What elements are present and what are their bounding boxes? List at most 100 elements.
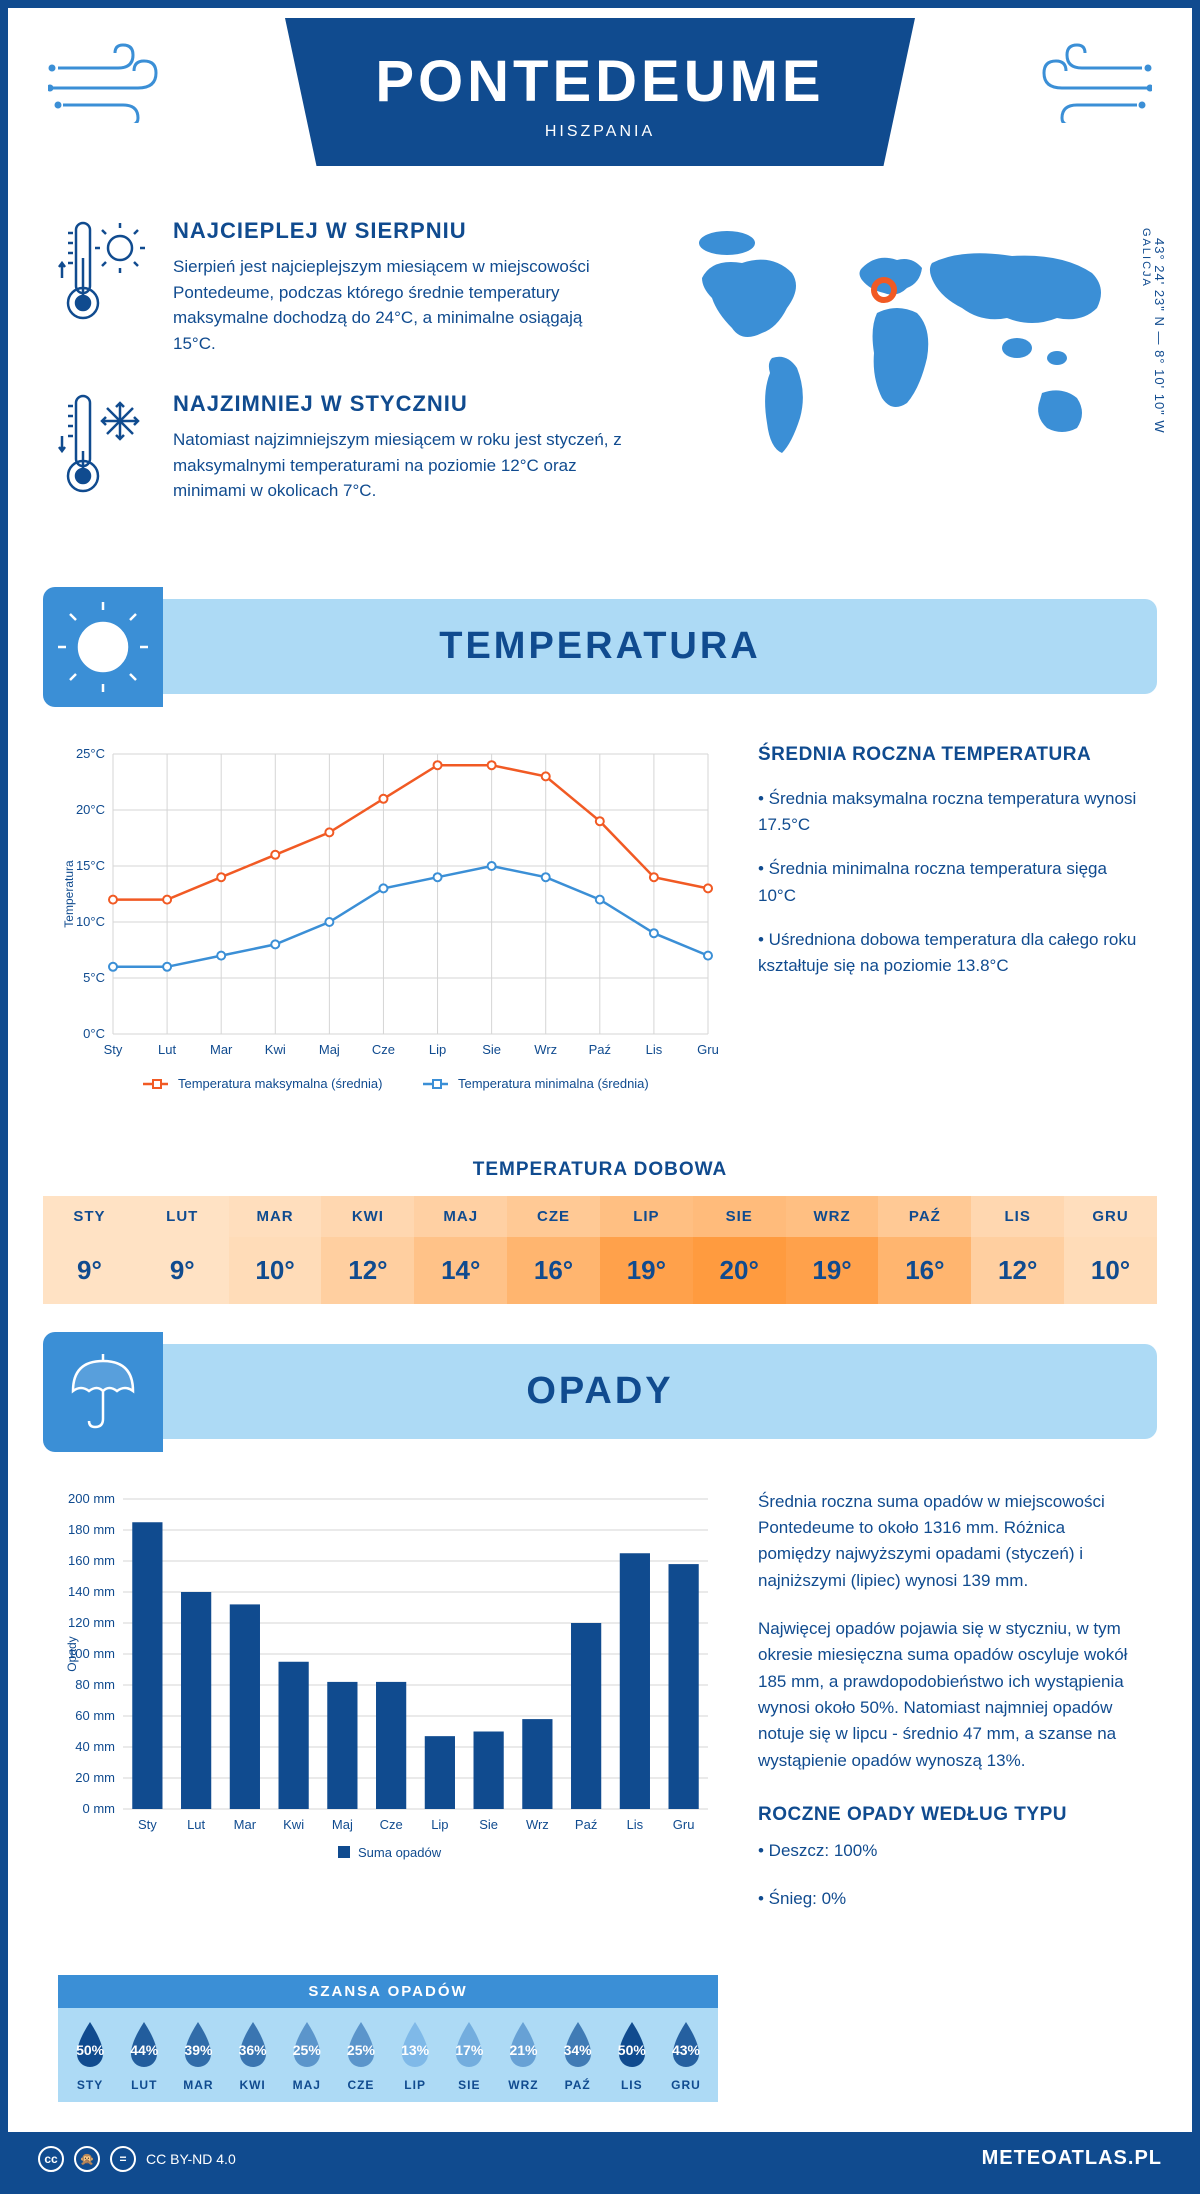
- chance-month: KWI: [226, 2078, 280, 2092]
- svg-text:140 mm: 140 mm: [68, 1584, 115, 1599]
- raindrop-icon: 25%: [286, 2020, 328, 2072]
- chance-value: 44%: [130, 2042, 158, 2058]
- svg-text:20 mm: 20 mm: [75, 1770, 115, 1785]
- daily-col: LUT9°: [136, 1196, 229, 1304]
- svg-text:0 mm: 0 mm: [83, 1801, 116, 1816]
- daily-col: MAR10°: [229, 1196, 322, 1304]
- city-name: PONTEDEUME: [305, 48, 895, 115]
- daily-month: MAR: [229, 1196, 322, 1237]
- raindrop-icon: 36%: [232, 2020, 274, 2072]
- daily-col: GRU10°: [1064, 1196, 1157, 1304]
- chance-month: MAJ: [280, 2078, 334, 2092]
- region-label: GALICJA: [1140, 228, 1152, 288]
- daily-temp-title: TEMPERATURA DOBOWA: [8, 1159, 1192, 1181]
- warmest-text: Sierpień jest najcieplejszym miesiącem w…: [173, 254, 622, 356]
- svg-text:Lut: Lut: [187, 1817, 205, 1832]
- coldest-text: Natomiast najzimniejszym miesiącem w rok…: [173, 427, 622, 504]
- chance-col: 17% SIE: [442, 2020, 496, 2092]
- chance-col: 50%LIS: [605, 2020, 659, 2092]
- svg-text:Lis: Lis: [627, 1817, 644, 1832]
- svg-text:Gru: Gru: [697, 1042, 718, 1057]
- raindrop-icon: 39%: [177, 2020, 219, 2072]
- svg-text:Gru: Gru: [673, 1817, 695, 1832]
- chance-value: 25%: [347, 2042, 375, 2058]
- svg-text:Sie: Sie: [482, 1042, 501, 1057]
- chance-month: SIE: [442, 2078, 496, 2092]
- umbrella-icon: [43, 1332, 163, 1452]
- daily-value: 10°: [229, 1237, 322, 1304]
- chance-col: 44% LUT: [117, 2020, 171, 2092]
- precipitation-banner: OPADY: [43, 1344, 1157, 1439]
- precip-type-title: ROCZNE OPADY WEDŁUG TYPU: [758, 1804, 1142, 1826]
- raindrop-icon: 21%: [502, 2020, 544, 2072]
- raindrop-icon: 13%: [394, 2020, 436, 2072]
- world-map: GALICJA 43° 24' 23" N — 8° 10' 10" W: [662, 218, 1142, 539]
- svg-text:Mar: Mar: [234, 1817, 257, 1832]
- daily-col: LIS12°: [971, 1196, 1064, 1304]
- precipitation-chart: 0 mm20 mm40 mm60 mm80 mm100 mm120 mm140 …: [58, 1489, 718, 1935]
- svg-text:Lip: Lip: [431, 1817, 448, 1832]
- daily-value: 16°: [878, 1237, 971, 1304]
- raindrop-icon: 43%: [665, 2020, 707, 2072]
- header-ribbon: PONTEDEUME HISZPANIA: [285, 18, 915, 166]
- info-section: NAJCIEPLEJ W SIERPNIU Sierpień jest najc…: [8, 188, 1192, 579]
- cc-icon: cc: [38, 2146, 64, 2172]
- chance-col: 36% KWI: [226, 2020, 280, 2092]
- daily-col: WRZ19°: [786, 1196, 879, 1304]
- temp-bullet: • Uśredniona dobowa temperatura dla całe…: [758, 927, 1142, 980]
- chance-month: MAR: [171, 2078, 225, 2092]
- temp-info-title: ŚREDNIA ROCZNA TEMPERATURA: [758, 744, 1142, 766]
- temp-bullet: • Średnia minimalna roczna temperatura s…: [758, 856, 1142, 909]
- chance-value: 36%: [239, 2042, 267, 2058]
- svg-text:Sty: Sty: [138, 1817, 157, 1832]
- chance-month: CZE: [334, 2078, 388, 2092]
- svg-text:0°C: 0°C: [83, 1026, 105, 1041]
- svg-text:Paź: Paź: [589, 1042, 611, 1057]
- daily-month: CZE: [507, 1196, 600, 1237]
- license: cc 🙊 = CC BY-ND 4.0: [38, 2146, 236, 2172]
- svg-text:80 mm: 80 mm: [75, 1677, 115, 1692]
- raindrop-icon: 34%: [557, 2020, 599, 2072]
- svg-text:Wrz: Wrz: [526, 1817, 549, 1832]
- raindrop-icon: 44%: [123, 2020, 165, 2072]
- svg-text:10°C: 10°C: [76, 914, 105, 929]
- temperature-banner: TEMPERATURA: [43, 599, 1157, 694]
- country-name: HISZPANIA: [305, 123, 895, 141]
- chance-title: SZANSA OPADÓW: [58, 1975, 718, 2008]
- raindrop-icon: 17%: [448, 2020, 490, 2072]
- svg-text:Lip: Lip: [429, 1042, 446, 1057]
- header: PONTEDEUME HISZPANIA: [8, 8, 1192, 188]
- chance-month: STY: [63, 2078, 117, 2092]
- svg-text:25°C: 25°C: [76, 746, 105, 761]
- precip-type: • Śnieg: 0%: [758, 1886, 1142, 1912]
- thermometer-sun-icon: [58, 218, 148, 328]
- chance-month: LUT: [117, 2078, 171, 2092]
- svg-text:Cze: Cze: [380, 1817, 403, 1832]
- coldest-block: NAJZIMNIEJ W STYCZNIU Natomiast najzimni…: [58, 391, 622, 504]
- temp-bullet: • Średnia maksymalna roczna temperatura …: [758, 786, 1142, 839]
- svg-text:Temperatura minimalna (średnia: Temperatura minimalna (średnia): [458, 1076, 649, 1091]
- chance-value: 50%: [618, 2042, 646, 2058]
- daily-month: STY: [43, 1196, 136, 1237]
- chance-value: 50%: [76, 2042, 104, 2058]
- chance-value: 17%: [455, 2042, 483, 2058]
- svg-text:Lis: Lis: [646, 1042, 663, 1057]
- daily-value: 14°: [414, 1237, 507, 1304]
- chance-col: 39% MAR: [171, 2020, 225, 2092]
- chance-col: 34%PAŹ: [551, 2020, 605, 2092]
- daily-value: 12°: [971, 1237, 1064, 1304]
- temperature-chart: 0°C5°C10°C15°C20°C25°CStyLutMarKwiMajCze…: [58, 744, 718, 1109]
- daily-value: 19°: [600, 1237, 693, 1304]
- daily-value: 9°: [43, 1237, 136, 1304]
- chance-value: 13%: [401, 2042, 429, 2058]
- svg-text:180 mm: 180 mm: [68, 1522, 115, 1537]
- daily-month: LIP: [600, 1196, 693, 1237]
- daily-col: KWI12°: [321, 1196, 414, 1304]
- chance-month: LIP: [388, 2078, 442, 2092]
- daily-month: MAJ: [414, 1196, 507, 1237]
- svg-text:Sie: Sie: [479, 1817, 498, 1832]
- daily-month: LUT: [136, 1196, 229, 1237]
- svg-text:Paź: Paź: [575, 1817, 597, 1832]
- wind-icon: [48, 43, 168, 139]
- chance-month: GRU: [659, 2078, 713, 2092]
